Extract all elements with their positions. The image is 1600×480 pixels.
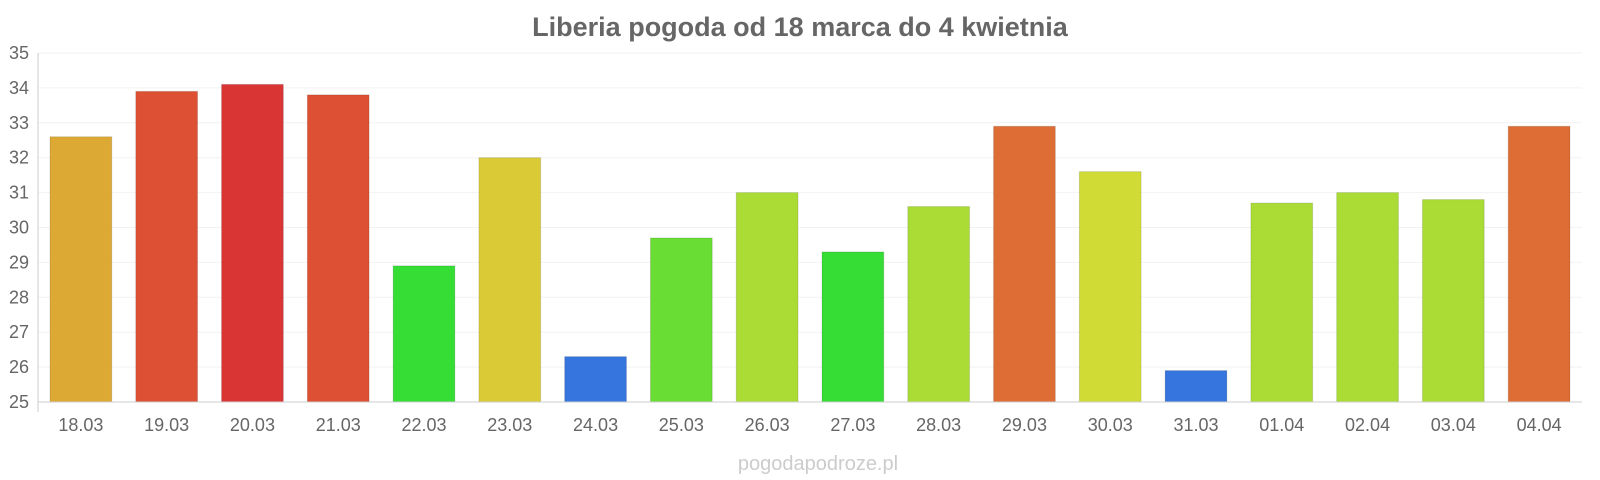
bar-23.03	[478, 157, 542, 403]
x-tick-label: 31.03	[1173, 415, 1218, 435]
bar-27.03	[821, 251, 885, 403]
x-tick-label: 04.04	[1517, 415, 1562, 435]
bar-01.04	[1250, 202, 1314, 403]
x-tick-label: 21.03	[316, 415, 361, 435]
bar-20.03	[221, 83, 284, 403]
y-tick-label: 25	[9, 392, 29, 412]
bar-04.04	[1507, 125, 1571, 403]
bars	[49, 83, 1571, 403]
bar-19.03	[135, 90, 199, 403]
y-tick-label: 26	[9, 357, 29, 377]
x-tick-label: 18.03	[58, 415, 103, 435]
axes	[37, 53, 1582, 412]
x-tick-label: 26.03	[745, 415, 790, 435]
x-tick-label: 29.03	[1002, 415, 1047, 435]
x-tick-label: 20.03	[230, 415, 275, 435]
bar-28.03	[907, 206, 971, 403]
chart-title: Liberia pogoda od 18 marca do 4 kwietnia	[532, 12, 1069, 42]
y-tick-label: 31	[9, 183, 29, 203]
y-tick-label: 30	[9, 218, 29, 238]
y-tick-label: 33	[9, 113, 29, 133]
x-tick-labels: 18.03 19.03 20.03 21.03 22.03 23.03 24.03 25.03…	[58, 415, 1561, 435]
x-tick-label: 03.04	[1431, 415, 1476, 435]
x-tick-label: 19.03	[144, 415, 189, 435]
bar-24.03	[564, 356, 627, 403]
bar-25.03	[649, 237, 713, 403]
bar-31.03	[1164, 370, 1228, 403]
y-tick-label: 34	[9, 78, 29, 98]
x-tick-label: 28.03	[916, 415, 961, 435]
bar-30.03	[1078, 171, 1142, 403]
bar-21.03	[306, 94, 370, 403]
y-tick-label: 29	[9, 252, 29, 272]
watermark: pogodapodroze.pl	[738, 453, 898, 475]
bar-26.03	[735, 192, 799, 403]
x-tick-label: 30.03	[1088, 415, 1133, 435]
bar-18.03	[49, 136, 113, 403]
x-tick-label: 24.03	[573, 415, 618, 435]
y-tick-labels: 25 26 27 28 29 30 31 32 33 34 35	[9, 43, 29, 412]
x-tick-label: 25.03	[659, 415, 704, 435]
x-tick-label: 23.03	[487, 415, 532, 435]
bar-22.03	[392, 265, 456, 403]
bar-02.04	[1336, 192, 1399, 403]
bar-03.04	[1421, 199, 1485, 403]
x-tick-label: 22.03	[401, 415, 446, 435]
y-tick-label: 35	[9, 43, 29, 63]
y-tick-label: 28	[9, 287, 29, 307]
x-tick-label: 02.04	[1345, 415, 1390, 435]
x-tick-label: 01.04	[1259, 415, 1304, 435]
y-tick-label: 32	[9, 148, 29, 168]
grid-lines	[38, 52, 1582, 403]
bar-29.03	[993, 125, 1056, 403]
x-tick-label: 27.03	[830, 415, 875, 435]
y-tick-label: 27	[9, 322, 29, 342]
